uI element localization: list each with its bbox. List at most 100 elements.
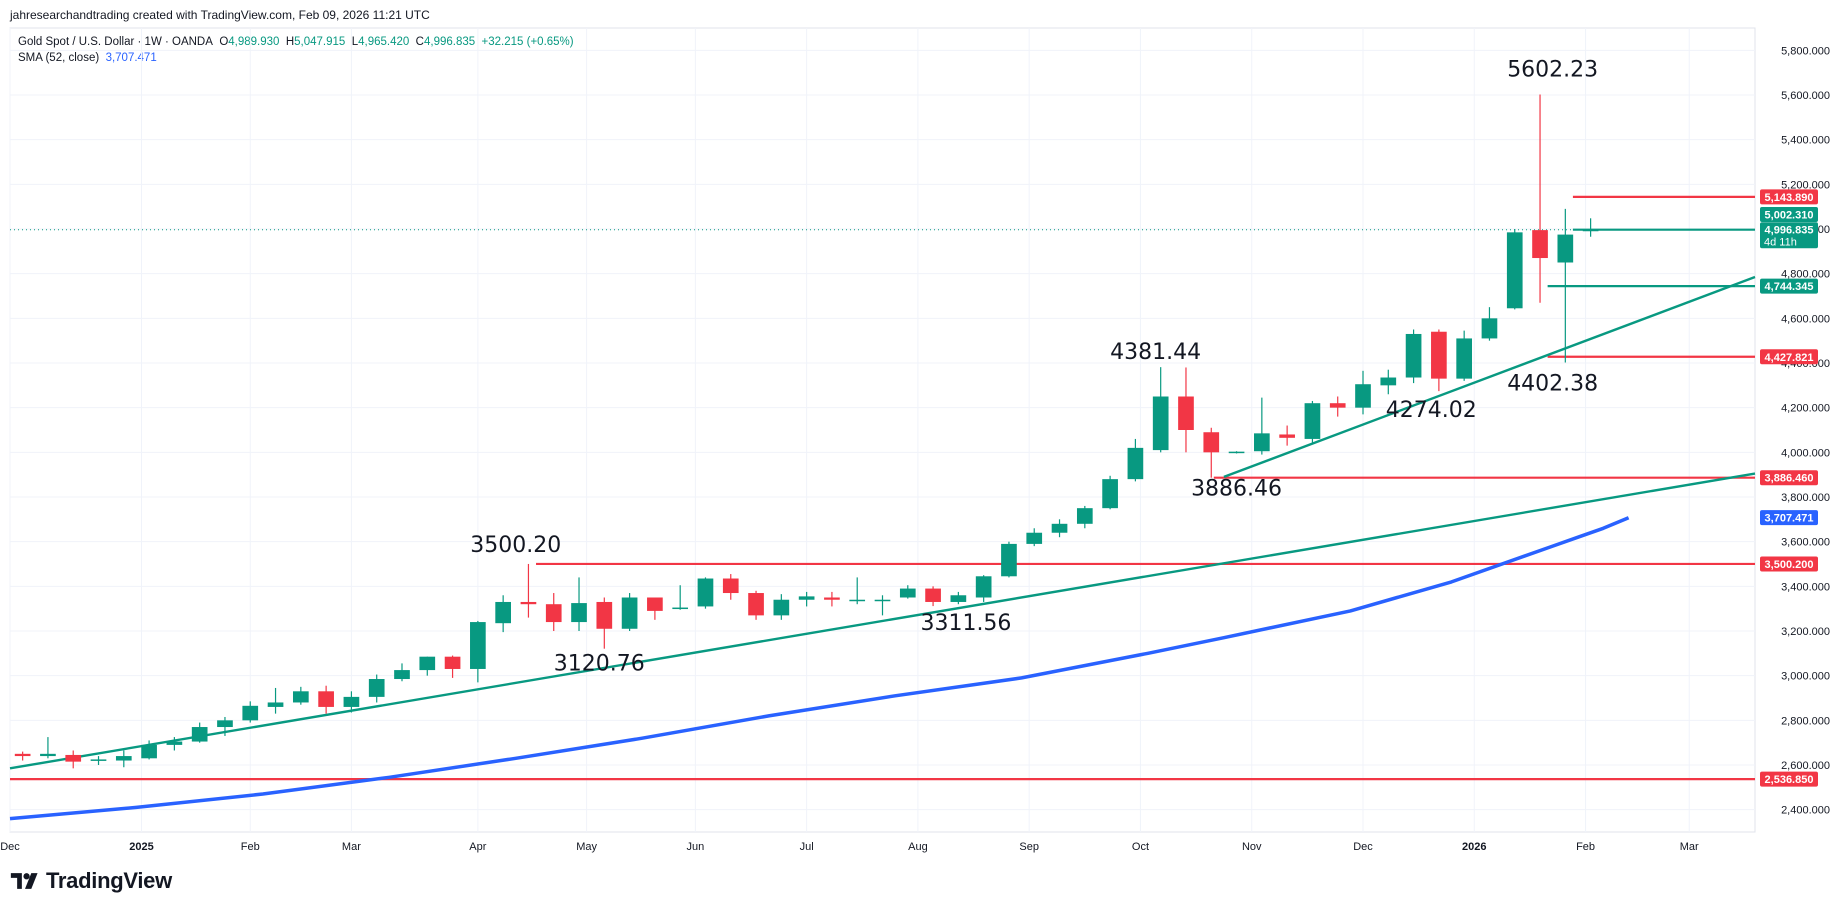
candle [1001,541,1017,578]
candle [722,574,739,600]
y-tick-label: 3,800.000 [1781,492,1830,504]
candle [773,594,790,620]
candle-body [1102,479,1118,509]
candle-body [849,599,866,602]
y-tick-label: 2,600.000 [1781,760,1830,772]
brand-name: TradingView [46,868,172,893]
y-tick-label: 5,800.000 [1781,45,1830,57]
candle [1228,451,1245,454]
low-label: L [351,36,359,48]
candle [571,577,587,631]
x-tick-label: Mar [342,841,361,853]
low-value: 4,965.420 [358,36,410,48]
y-tick-label: 5,200.000 [1781,179,1830,191]
candle-body [368,679,385,697]
candle [40,737,56,759]
candle [545,593,562,631]
y-tick-label: 4,200.000 [1781,403,1830,415]
candle [1102,475,1118,510]
y-tick-label: 4,600.000 [1781,313,1830,325]
candle-body [798,596,815,600]
price-tag-label: 3,500.200 [1765,559,1814,571]
candle-body [1051,523,1068,533]
price-tag-countdown: 4d 11h [1764,237,1797,249]
candle [1456,330,1473,381]
trendline [1223,275,1756,479]
price-tag-label: 4,427.821 [1765,352,1814,364]
candle [672,585,689,610]
candle-body [874,599,891,602]
candle-body [14,753,31,757]
x-tick-label: Sep [1019,841,1039,853]
open-value: 4,989.930 [228,36,280,48]
candle [925,586,941,607]
plot-frame [9,27,1756,833]
close-value: 4,996.835 [423,36,476,48]
price-annotation: 3886.46 [1191,477,1282,502]
candle [748,590,764,620]
candle-body [242,705,259,721]
candle [1481,307,1498,341]
price-annotation: 4381.44 [1110,340,1201,365]
candle-body [141,744,157,759]
candle-body [318,691,334,707]
price-tag-label: 2,536.850 [1765,774,1814,786]
price-annotation: 3120.76 [554,652,645,677]
x-tick-label: Jul [800,841,814,853]
candle [1203,427,1220,478]
candle [267,687,284,714]
x-tick-label: Dec [1353,841,1373,853]
candle-body [1481,318,1498,339]
candle [1127,438,1144,482]
y-tick-label: 3,400.000 [1781,581,1830,593]
sma-value: 3,707.471 [105,52,157,64]
tradingview-footer: TradingView [10,868,172,894]
candle-body [1456,338,1473,379]
x-tick-label: Oct [1132,841,1149,853]
sma-legend: SMA (52, close) 3,707.471 [18,52,157,64]
x-tick-label: Aug [908,841,928,853]
candle [824,591,840,607]
candle-body [115,756,132,761]
price-tag-label: 4,744.345 [1765,281,1814,293]
candle [242,701,259,723]
candle [697,577,714,609]
price-tag-bg [1760,349,1818,365]
candle [975,575,992,602]
price-tag-bg [1760,189,1818,205]
candle-body [267,702,284,707]
trendline [9,472,1756,770]
y-tick-label: 5,600.000 [1781,90,1830,102]
candle [1178,367,1194,453]
candle [798,591,815,607]
candle-body [571,603,587,623]
candle [1329,396,1346,417]
x-tick-label: Feb [241,841,260,853]
y-tick-label: 2,800.000 [1781,715,1830,727]
candle-body [1329,403,1346,408]
y-tick-label: 3,000.000 [1781,671,1830,683]
close-label: C [415,36,424,48]
candle-body [90,759,107,761]
price-annotation: 4402.38 [1507,371,1598,396]
x-tick-label: Jun [686,841,704,853]
candle [394,663,410,682]
candle [1532,94,1548,303]
candle-body [65,754,82,762]
y-tick-label: 5,400.000 [1781,135,1830,147]
candle-body [950,595,967,602]
candle-body [1228,451,1245,454]
y-tick-label: 2,400.000 [1781,805,1830,817]
price-tag-label: 4,996.835 [1765,225,1814,237]
candle-body [1152,396,1169,451]
candle [1582,218,1599,237]
candle [141,740,157,760]
candle [1557,208,1574,363]
y-tick-label: 4,800.000 [1781,269,1830,281]
candle [318,685,334,714]
price-tag-label: 5,002.310 [1765,209,1814,221]
price-tag-bg [1760,222,1818,249]
candle-body [166,741,183,745]
candle-body [292,691,309,703]
